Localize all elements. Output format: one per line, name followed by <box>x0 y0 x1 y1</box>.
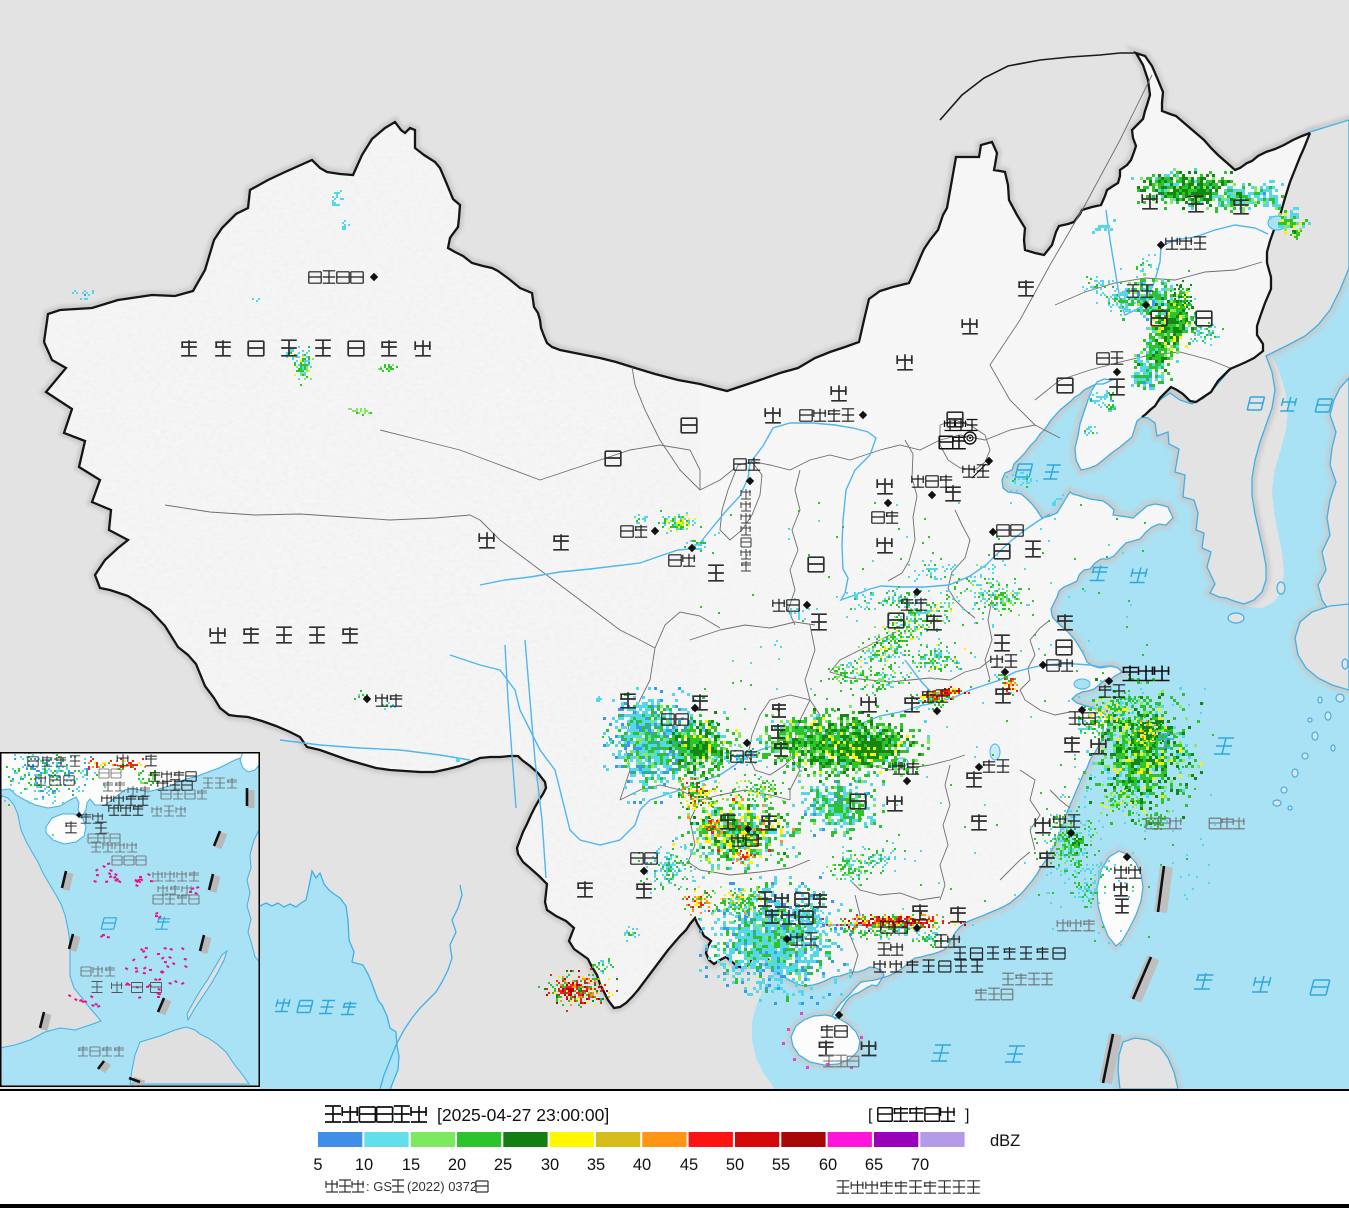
svg-text:(2022) 0372: (2022) 0372 <box>407 1179 477 1194</box>
svg-text:[: [ <box>868 1107 873 1124</box>
svg-text:70: 70 <box>911 1156 929 1174</box>
svg-text:: GS: : GS <box>366 1179 392 1194</box>
svg-text:10: 10 <box>355 1156 373 1174</box>
svg-text:15: 15 <box>402 1156 420 1174</box>
svg-text:]: ] <box>965 1107 969 1124</box>
svg-text:45: 45 <box>680 1156 698 1174</box>
svg-text:40: 40 <box>633 1156 651 1174</box>
svg-text:55: 55 <box>772 1156 790 1174</box>
svg-text:65: 65 <box>865 1156 883 1174</box>
svg-text:35: 35 <box>587 1156 605 1174</box>
svg-text:60: 60 <box>819 1156 837 1174</box>
svg-text:dBZ: dBZ <box>990 1132 1020 1150</box>
svg-text:20: 20 <box>448 1156 466 1174</box>
svg-text:30: 30 <box>541 1156 559 1174</box>
svg-text:50: 50 <box>726 1156 744 1174</box>
svg-text:[2025-04-27 23:00:00]: [2025-04-27 23:00:00] <box>437 1105 609 1125</box>
svg-text:25: 25 <box>494 1156 512 1174</box>
svg-text:5: 5 <box>313 1156 322 1174</box>
